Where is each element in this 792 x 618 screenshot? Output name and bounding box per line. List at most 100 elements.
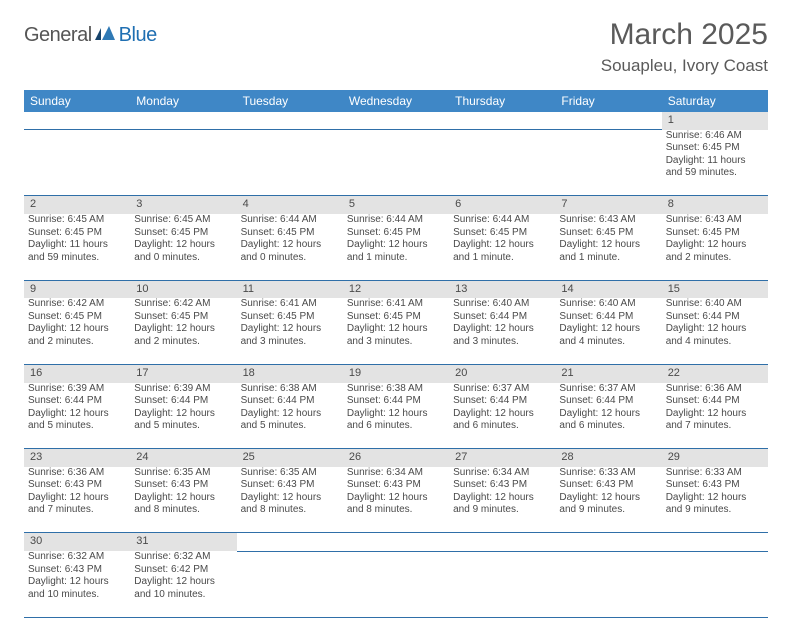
sunrise-text: Sunrise: 6:41 AM bbox=[241, 298, 339, 311]
day-cell: Sunrise: 6:39 AMSunset: 6:44 PMDaylight:… bbox=[24, 383, 130, 449]
daylight-text: Daylight: 12 hours and 9 minutes. bbox=[559, 492, 657, 517]
logo: General Blue bbox=[24, 24, 157, 47]
sunset-text: Sunset: 6:44 PM bbox=[453, 311, 551, 324]
daylight-text: Daylight: 12 hours and 1 minute. bbox=[559, 239, 657, 264]
sunset-text: Sunset: 6:43 PM bbox=[28, 564, 126, 577]
day-cell: Sunrise: 6:40 AMSunset: 6:44 PMDaylight:… bbox=[662, 298, 768, 364]
day-number: 5 bbox=[343, 196, 449, 214]
day-number: 16 bbox=[24, 364, 130, 382]
sunset-text: Sunset: 6:45 PM bbox=[134, 311, 232, 324]
calendar-table: SundayMondayTuesdayWednesdayThursdayFrid… bbox=[24, 90, 768, 618]
sunrise-text: Sunrise: 6:44 AM bbox=[347, 214, 445, 227]
sunrise-text: Sunrise: 6:44 AM bbox=[241, 214, 339, 227]
sunset-text: Sunset: 6:43 PM bbox=[347, 479, 445, 492]
day-number-row: 1 bbox=[24, 112, 768, 130]
day-number: 3 bbox=[130, 196, 236, 214]
sunset-text: Sunset: 6:43 PM bbox=[666, 479, 764, 492]
day-cell: Sunrise: 6:35 AMSunset: 6:43 PMDaylight:… bbox=[237, 467, 343, 533]
sunrise-text: Sunrise: 6:40 AM bbox=[666, 298, 764, 311]
day-cell: Sunrise: 6:32 AMSunset: 6:42 PMDaylight:… bbox=[130, 551, 236, 617]
sunrise-text: Sunrise: 6:40 AM bbox=[559, 298, 657, 311]
day-number: 19 bbox=[343, 364, 449, 382]
day-cell: Sunrise: 6:33 AMSunset: 6:43 PMDaylight:… bbox=[662, 467, 768, 533]
daylight-text: Daylight: 12 hours and 6 minutes. bbox=[559, 408, 657, 433]
day-number: 31 bbox=[130, 533, 236, 551]
daylight-text: Daylight: 12 hours and 0 minutes. bbox=[134, 239, 232, 264]
daylight-text: Daylight: 12 hours and 7 minutes. bbox=[666, 408, 764, 433]
logo-text-blue: Blue bbox=[119, 24, 157, 47]
day-number-empty bbox=[555, 533, 661, 551]
sunrise-text: Sunrise: 6:38 AM bbox=[241, 383, 339, 396]
sunrise-text: Sunrise: 6:45 AM bbox=[134, 214, 232, 227]
day-number: 14 bbox=[555, 280, 661, 298]
day-cell: Sunrise: 6:42 AMSunset: 6:45 PMDaylight:… bbox=[24, 298, 130, 364]
day-number-row: 9101112131415 bbox=[24, 280, 768, 298]
day-number-row: 16171819202122 bbox=[24, 364, 768, 382]
day-number: 29 bbox=[662, 449, 768, 467]
daylight-text: Daylight: 12 hours and 1 minute. bbox=[453, 239, 551, 264]
day-cell: Sunrise: 6:40 AMSunset: 6:44 PMDaylight:… bbox=[449, 298, 555, 364]
weekday-header-row: SundayMondayTuesdayWednesdayThursdayFrid… bbox=[24, 90, 768, 112]
day-detail-row: Sunrise: 6:46 AMSunset: 6:45 PMDaylight:… bbox=[24, 130, 768, 196]
sunrise-text: Sunrise: 6:34 AM bbox=[347, 467, 445, 480]
weekday-header: Monday bbox=[130, 90, 236, 112]
weekday-header: Wednesday bbox=[343, 90, 449, 112]
day-cell: Sunrise: 6:44 AMSunset: 6:45 PMDaylight:… bbox=[343, 214, 449, 280]
daylight-text: Daylight: 12 hours and 4 minutes. bbox=[559, 323, 657, 348]
day-number: 7 bbox=[555, 196, 661, 214]
day-number: 9 bbox=[24, 280, 130, 298]
title-block: March 2025 Souapleu, Ivory Coast bbox=[601, 18, 768, 76]
sunset-text: Sunset: 6:44 PM bbox=[559, 311, 657, 324]
sunrise-text: Sunrise: 6:43 AM bbox=[666, 214, 764, 227]
day-number-empty bbox=[24, 112, 130, 130]
sunset-text: Sunset: 6:43 PM bbox=[28, 479, 126, 492]
sunrise-text: Sunrise: 6:42 AM bbox=[28, 298, 126, 311]
daylight-text: Daylight: 12 hours and 2 minutes. bbox=[666, 239, 764, 264]
day-number-empty bbox=[449, 112, 555, 130]
sunset-text: Sunset: 6:43 PM bbox=[134, 479, 232, 492]
sunset-text: Sunset: 6:44 PM bbox=[559, 395, 657, 408]
sunset-text: Sunset: 6:43 PM bbox=[559, 479, 657, 492]
sunset-text: Sunset: 6:44 PM bbox=[347, 395, 445, 408]
daylight-text: Daylight: 12 hours and 3 minutes. bbox=[241, 323, 339, 348]
sunrise-text: Sunrise: 6:36 AM bbox=[666, 383, 764, 396]
sunset-text: Sunset: 6:45 PM bbox=[241, 311, 339, 324]
day-cell: Sunrise: 6:33 AMSunset: 6:43 PMDaylight:… bbox=[555, 467, 661, 533]
day-number: 25 bbox=[237, 449, 343, 467]
daylight-text: Daylight: 12 hours and 8 minutes. bbox=[347, 492, 445, 517]
sunrise-text: Sunrise: 6:33 AM bbox=[559, 467, 657, 480]
day-number-empty bbox=[130, 112, 236, 130]
day-cell: Sunrise: 6:38 AMSunset: 6:44 PMDaylight:… bbox=[237, 383, 343, 449]
day-cell: Sunrise: 6:41 AMSunset: 6:45 PMDaylight:… bbox=[237, 298, 343, 364]
day-cell: Sunrise: 6:39 AMSunset: 6:44 PMDaylight:… bbox=[130, 383, 236, 449]
daylight-text: Daylight: 12 hours and 3 minutes. bbox=[453, 323, 551, 348]
sunset-text: Sunset: 6:42 PM bbox=[134, 564, 232, 577]
daylight-text: Daylight: 12 hours and 5 minutes. bbox=[241, 408, 339, 433]
daylight-text: Daylight: 11 hours and 59 minutes. bbox=[28, 239, 126, 264]
sunset-text: Sunset: 6:44 PM bbox=[241, 395, 339, 408]
day-number: 17 bbox=[130, 364, 236, 382]
sunset-text: Sunset: 6:45 PM bbox=[666, 227, 764, 240]
day-number-empty bbox=[662, 533, 768, 551]
sunset-text: Sunset: 6:44 PM bbox=[453, 395, 551, 408]
daylight-text: Daylight: 12 hours and 3 minutes. bbox=[347, 323, 445, 348]
day-number: 10 bbox=[130, 280, 236, 298]
location-subtitle: Souapleu, Ivory Coast bbox=[601, 56, 768, 76]
weekday-header: Sunday bbox=[24, 90, 130, 112]
sunrise-text: Sunrise: 6:46 AM bbox=[666, 130, 764, 143]
day-cell: Sunrise: 6:45 AMSunset: 6:45 PMDaylight:… bbox=[24, 214, 130, 280]
day-cell: Sunrise: 6:38 AMSunset: 6:44 PMDaylight:… bbox=[343, 383, 449, 449]
daylight-text: Daylight: 12 hours and 6 minutes. bbox=[453, 408, 551, 433]
daylight-text: Daylight: 12 hours and 8 minutes. bbox=[134, 492, 232, 517]
day-detail-row: Sunrise: 6:45 AMSunset: 6:45 PMDaylight:… bbox=[24, 214, 768, 280]
day-cell: Sunrise: 6:45 AMSunset: 6:45 PMDaylight:… bbox=[130, 214, 236, 280]
sunrise-text: Sunrise: 6:37 AM bbox=[453, 383, 551, 396]
day-number: 21 bbox=[555, 364, 661, 382]
sunrise-text: Sunrise: 6:37 AM bbox=[559, 383, 657, 396]
sunrise-text: Sunrise: 6:41 AM bbox=[347, 298, 445, 311]
day-number: 28 bbox=[555, 449, 661, 467]
day-cell-empty bbox=[343, 130, 449, 196]
sunrise-text: Sunrise: 6:35 AM bbox=[241, 467, 339, 480]
sunrise-text: Sunrise: 6:45 AM bbox=[28, 214, 126, 227]
daylight-text: Daylight: 12 hours and 2 minutes. bbox=[134, 323, 232, 348]
